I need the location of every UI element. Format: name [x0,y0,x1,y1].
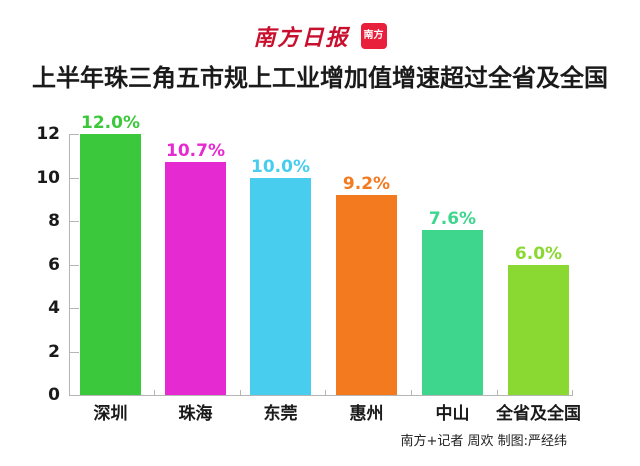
y-tick [69,134,79,135]
category-label: 东莞 [263,404,298,424]
category-label: 珠海 [178,404,213,424]
bar-value-label: 10.0% [251,156,310,177]
y-tick [69,351,79,353]
app-badge-icon: 南方+ [360,23,387,67]
bar-value-label: 10.7% [166,141,225,162]
y-tick [69,177,79,179]
x-tick [411,390,412,395]
bar-0 [80,134,141,395]
y-tick-label: 6 [48,254,60,275]
credit-line: 南方+记者 周欢 制图:严经纬 [400,434,567,449]
category-label: 中山 [435,404,470,424]
y-tick-label: 0 [48,385,60,405]
bar-2 [250,177,311,395]
x-tick [572,390,573,395]
bar-value-label: 6.0% [514,243,563,264]
y-tick-label: 10 [36,167,60,188]
y-tick-label: 8 [48,211,60,231]
bar-5 [508,264,569,395]
category-label: 深圳 [93,404,128,424]
x-tick [240,390,241,395]
bar-3 [336,194,397,395]
bar-1 [165,162,226,395]
y-tick-label: 12 [36,124,60,144]
y-tick-label: 2 [48,341,60,362]
brand-logo: 南方日报 南方+ [0,20,640,67]
y-tick [69,264,79,266]
x-axis [69,395,573,396]
bar-4 [422,229,483,395]
bar-value-label: 9.2% [342,173,391,194]
category-label: 全省及全国 [496,404,581,424]
bar-value-label: 7.6% [428,208,477,229]
brand-name: 南方日报 [253,25,350,51]
bar-value-label: 12.0% [81,113,140,133]
x-tick [497,390,498,395]
category-label: 惠州 [349,404,384,424]
y-tick-label: 4 [48,298,60,318]
y-tick [69,308,79,309]
x-tick [154,390,155,395]
x-tick [325,390,326,395]
chart-title: 上半年珠三角五市规上工业增加值增速超过全省及全国 [32,64,608,92]
y-tick [69,221,79,222]
